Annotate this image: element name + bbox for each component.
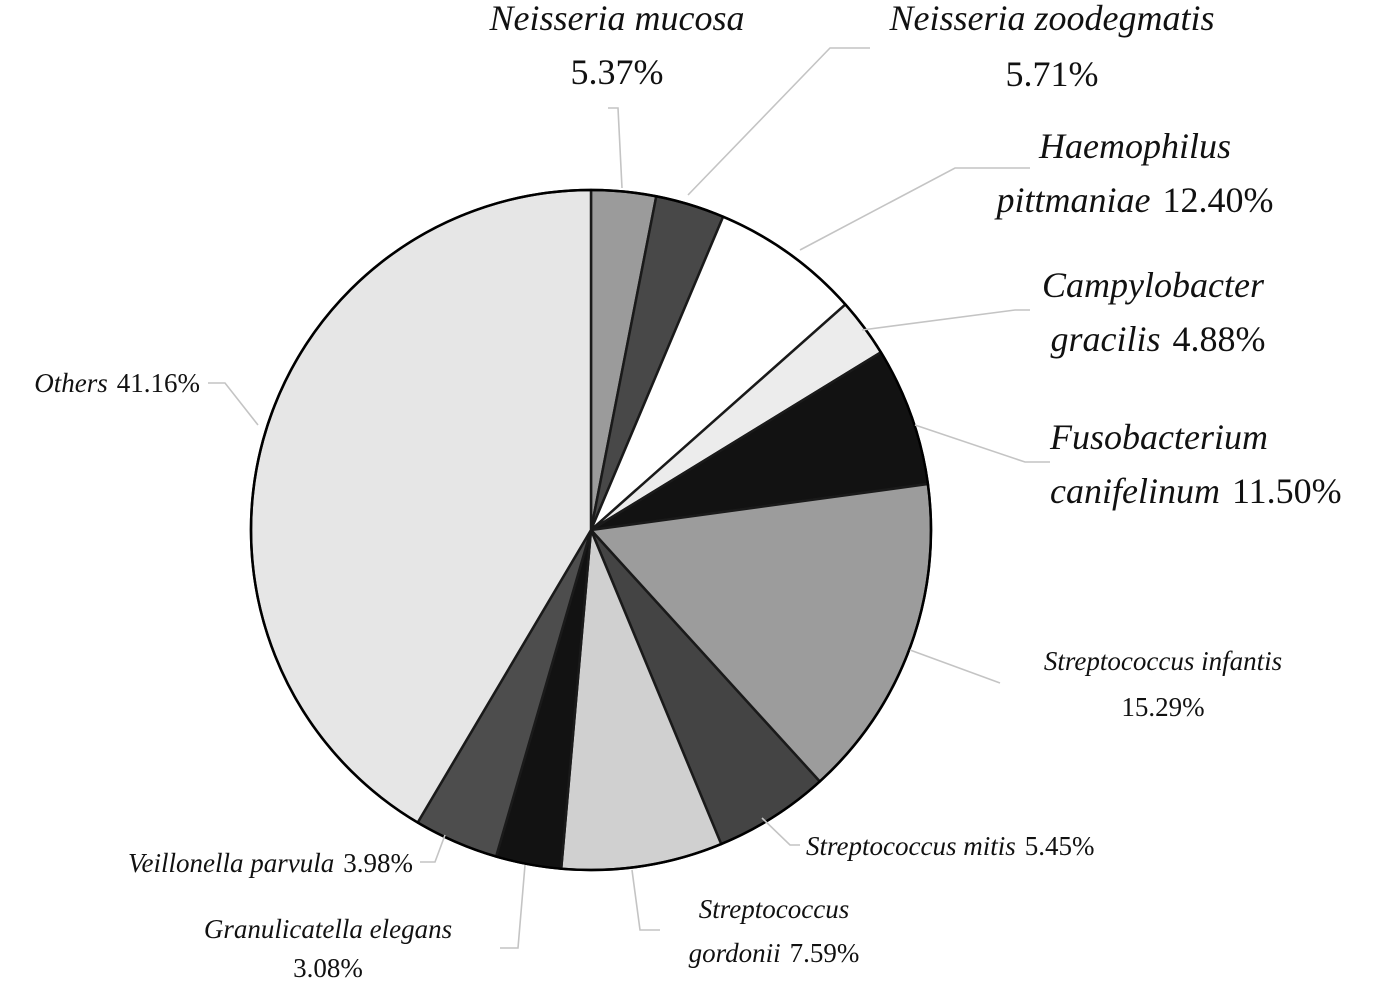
label-campylobacter-gracilis-line2: gracilis 4.88% [1050, 319, 1265, 359]
leader-streptococcus-mitis [761, 817, 800, 846]
leader-streptococcus-gordonii [631, 869, 660, 931]
label-streptococcus-gordonii-name-1: Streptococcus [699, 894, 849, 924]
label-others: Others 41.16% [34, 368, 200, 398]
leader-streptococcus-infantis [909, 649, 1001, 684]
others-name: Others [34, 368, 108, 398]
others-pct: 41.16% [117, 368, 200, 398]
haemophilus-pittmaniae-name-2: pittmaniae [994, 180, 1151, 220]
pie-outline [249, 188, 933, 872]
streptococcus-gordonii-pct: 7.59% [790, 938, 860, 968]
label-haemophilus-pittmaniae-line2: pittmaniae 12.40% [994, 180, 1274, 220]
fusobacterium-canifelinum-name-2: canifelinum [1050, 471, 1220, 511]
label-fusobacterium-canifelinum-name-1: Fusobacterium [1049, 417, 1268, 457]
label-veillonella-parvula: Veillonella parvula 3.98% [128, 848, 413, 878]
label-streptococcus-infantis-pct: 15.29% [1121, 692, 1204, 722]
streptococcus-mitis-name: Streptococcus mitis [806, 831, 1016, 861]
leader-veillonella-parvula [420, 834, 446, 863]
label-neisseria-mucosa-name: Neisseria mucosa [489, 0, 745, 38]
leader-neisseria-zoodegmatis [687, 47, 870, 196]
label-streptococcus-mitis: Streptococcus mitis 5.45% [806, 831, 1094, 861]
streptococcus-mitis-pct: 5.45% [1025, 831, 1095, 861]
streptococcus-gordonii-name-2: gordonii [689, 938, 781, 968]
label-streptococcus-gordonii-line2: gordonii 7.59% [689, 938, 860, 968]
veillonella-parvula-name: Veillonella parvula [128, 848, 334, 878]
label-granulicatella-elegans-pct: 3.08% [293, 953, 363, 983]
leader-granulicatella-elegans [500, 864, 526, 949]
leader-haemophilus-pittmaniae [799, 167, 1030, 251]
campylobacter-gracilis-pct: 4.88% [1173, 319, 1266, 359]
label-neisseria-zoodegmatis-name: Neisseria zoodegmatis [888, 0, 1214, 38]
fusobacterium-canifelinum-pct: 11.50% [1232, 471, 1342, 511]
leader-campylobacter-gracilis [861, 309, 1030, 331]
label-neisseria-mucosa-pct: 5.37% [571, 52, 664, 92]
label-streptococcus-infantis-name: Streptococcus infantis [1044, 646, 1282, 676]
slice-labels: Neisseria mucosa 5.37% Neisseria zoodegm… [34, 0, 1341, 983]
label-campylobacter-gracilis-name-1: Campylobacter [1042, 265, 1265, 305]
label-neisseria-zoodegmatis-pct: 5.71% [1006, 54, 1099, 94]
campylobacter-gracilis-name-2: gracilis [1050, 319, 1160, 359]
veillonella-parvula-pct: 3.98% [343, 848, 413, 878]
leader-neisseria-mucosa [608, 107, 623, 189]
label-granulicatella-elegans-name: Granulicatella elegans [204, 914, 452, 944]
label-haemophilus-pittmaniae-name-1: Haemophilus [1038, 126, 1231, 166]
leader-others [208, 382, 259, 426]
pie-slices [249, 188, 933, 872]
label-fusobacterium-canifelinum-line2: canifelinum 11.50% [1050, 471, 1342, 511]
leader-fusobacterium-canifelinum [914, 424, 1050, 463]
leader-lines [208, 47, 1050, 949]
haemophilus-pittmaniae-pct: 12.40% [1162, 180, 1273, 220]
